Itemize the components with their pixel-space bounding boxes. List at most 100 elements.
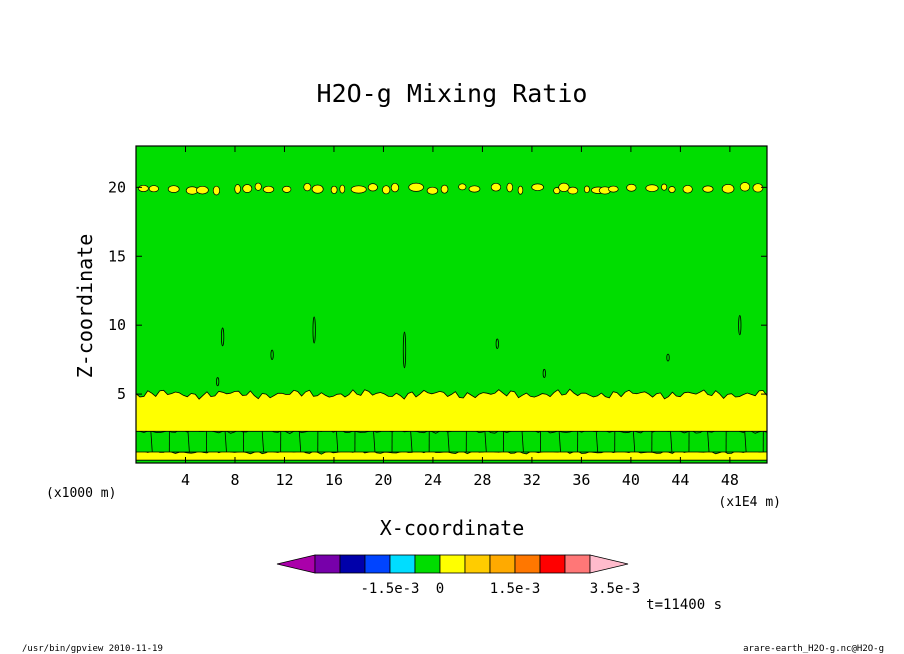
contour-blob bbox=[721, 184, 735, 194]
x-tick-label: 48 bbox=[721, 471, 739, 489]
contour-line bbox=[595, 431, 599, 453]
colorbar-label: -1.5e-3 bbox=[360, 581, 419, 597]
contour-blob bbox=[668, 186, 676, 193]
contour-blob bbox=[490, 182, 502, 192]
colorbar-arrow-low bbox=[276, 554, 316, 574]
contour-blob bbox=[382, 185, 391, 195]
y-tick-label: 15 bbox=[108, 247, 126, 265]
contour-mark bbox=[738, 315, 742, 336]
contour-blob bbox=[558, 182, 570, 192]
contour-blob bbox=[254, 182, 262, 191]
contour-blob bbox=[752, 183, 764, 193]
contour-blob bbox=[350, 185, 367, 194]
contour-blob bbox=[367, 183, 378, 192]
contour-blob bbox=[242, 184, 253, 193]
time-label: t=11400 s bbox=[646, 597, 722, 613]
colorbar-label: 0 bbox=[436, 581, 444, 597]
footer-right: arare-earth_H2O-g.nc@H2O-g bbox=[743, 644, 884, 654]
contour-line bbox=[150, 431, 153, 453]
colorbar-box bbox=[439, 554, 466, 574]
contour-blob bbox=[458, 183, 467, 191]
contour-blob bbox=[661, 183, 668, 191]
contour-blob bbox=[339, 184, 346, 194]
colorbar-label: 1.5e-3 bbox=[490, 581, 541, 597]
contour-blob bbox=[682, 185, 693, 194]
colorbar-box bbox=[489, 554, 516, 574]
x-tick-label: 32 bbox=[523, 471, 541, 489]
colorbar-box bbox=[389, 554, 416, 574]
contour-mark bbox=[216, 377, 220, 387]
contour-line bbox=[447, 431, 450, 453]
contour-blob bbox=[262, 185, 275, 194]
colorbar-box bbox=[564, 554, 591, 574]
contour-line bbox=[298, 431, 302, 453]
x-tick-label: 8 bbox=[230, 471, 239, 489]
contour-blob bbox=[702, 185, 714, 193]
footer-left: /usr/bin/gpview 2010-11-19 bbox=[22, 644, 163, 654]
colorbar-arrow-high bbox=[589, 554, 629, 574]
contour-line bbox=[744, 431, 747, 453]
contour-line bbox=[410, 431, 413, 453]
contour-blob bbox=[739, 182, 751, 192]
y-axis-label: Z-coordinate bbox=[73, 234, 97, 379]
contour-mark bbox=[495, 338, 499, 350]
x-tick-label: 12 bbox=[275, 471, 293, 489]
plot-area bbox=[135, 146, 768, 463]
contour-line bbox=[521, 431, 524, 453]
x-tick-label: 24 bbox=[424, 471, 442, 489]
contour-blob bbox=[311, 184, 324, 194]
y-tick-label: 20 bbox=[108, 178, 126, 196]
contour-line bbox=[670, 431, 673, 453]
contour-blob bbox=[167, 185, 180, 193]
contour-blob bbox=[440, 184, 449, 194]
x-tick-label: 28 bbox=[473, 471, 491, 489]
contour-blob bbox=[626, 183, 637, 192]
contour-blob bbox=[553, 187, 561, 195]
y-ticks: 5 10 15 20 bbox=[108, 178, 767, 403]
x-tick-label: 36 bbox=[572, 471, 590, 489]
contour-line bbox=[484, 431, 487, 453]
contour-blob bbox=[196, 185, 209, 195]
contour-blob bbox=[567, 186, 579, 195]
contour-line bbox=[224, 431, 227, 453]
contour-line bbox=[187, 431, 190, 453]
x-tick-label: 16 bbox=[325, 471, 343, 489]
contour-blob bbox=[212, 185, 221, 196]
colorbar-box bbox=[314, 554, 341, 574]
contour-mark bbox=[542, 368, 546, 378]
x-ticks: 4 8 12 16 20 24 28 32 36 40 44 48 bbox=[181, 146, 739, 489]
colorbar-box bbox=[414, 554, 441, 574]
contour-blob bbox=[517, 185, 524, 195]
contour-line bbox=[261, 431, 264, 453]
contour-mark bbox=[666, 353, 670, 362]
contour-mark bbox=[402, 331, 407, 369]
x-unit-label: (x1E4 m) bbox=[718, 495, 781, 510]
y-unit-label: (x1000 m) bbox=[46, 486, 116, 501]
contour-line bbox=[336, 431, 339, 453]
contour-blob bbox=[390, 182, 400, 193]
contour-mark bbox=[270, 349, 274, 361]
y-tick-label: 10 bbox=[108, 316, 126, 334]
x-tick-label: 44 bbox=[671, 471, 689, 489]
contour-blob bbox=[148, 185, 159, 193]
contour-blob bbox=[645, 184, 659, 192]
contour-blob bbox=[138, 184, 149, 192]
colorbar-label: 3.5e-3 bbox=[590, 581, 641, 597]
contour-mark bbox=[312, 316, 316, 344]
contour-blob bbox=[234, 184, 241, 194]
contour-blob bbox=[468, 185, 481, 193]
colorbar: -1.5e-3 0 1.5e-3 3.5e-3 bbox=[276, 554, 641, 597]
contour-blob bbox=[506, 182, 514, 193]
x-tick-label: 4 bbox=[181, 471, 190, 489]
contour-line bbox=[558, 431, 561, 453]
contour-blob bbox=[426, 186, 439, 195]
contour-blob bbox=[408, 182, 424, 192]
contour-blob bbox=[330, 185, 338, 194]
contour-blob bbox=[282, 185, 292, 193]
y-tick-label: 5 bbox=[117, 385, 126, 403]
contour-line bbox=[373, 431, 376, 453]
contour-line bbox=[632, 431, 636, 453]
contour-blob bbox=[583, 185, 590, 194]
contour-blob bbox=[303, 183, 312, 192]
